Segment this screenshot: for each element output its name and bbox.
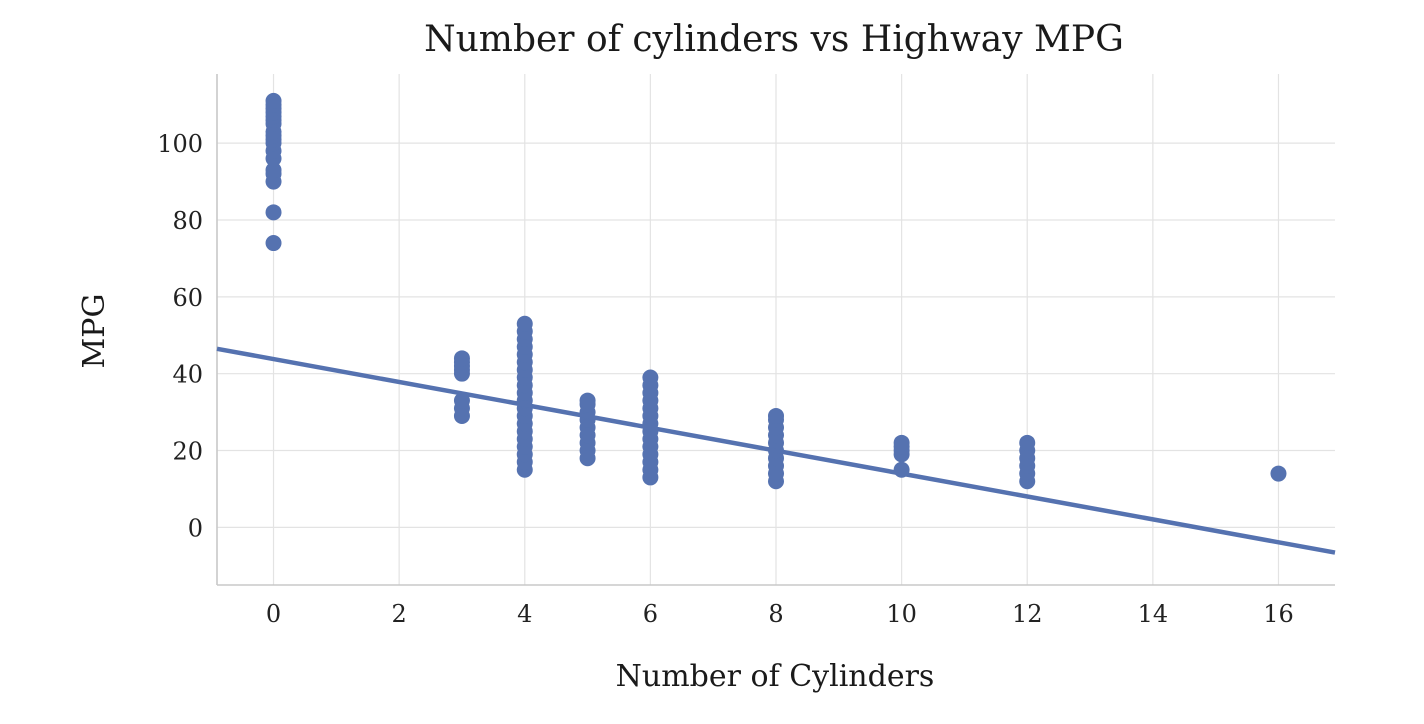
x-tick-label: 16 (1263, 600, 1294, 628)
x-tick-label: 6 (643, 600, 658, 628)
data-point (265, 204, 282, 221)
x-tick-label: 4 (517, 600, 532, 628)
grid-lines (217, 74, 1335, 585)
data-point (453, 392, 470, 409)
x-tick-label: 12 (1012, 600, 1043, 628)
data-point (265, 235, 282, 252)
x-tick-label: 2 (392, 600, 407, 628)
data-point (579, 392, 596, 409)
y-tick-labels: 0 20 40 60 80 100 (157, 130, 203, 542)
x-tick-labels: 0 2 4 6 8 10 12 14 16 (266, 600, 1294, 628)
x-tick-label: 8 (768, 600, 783, 628)
y-axis-title: MPG (77, 294, 112, 369)
data-point (265, 92, 282, 109)
data-point (265, 162, 282, 179)
chart-title: Number of cylinders vs Highway MPG (424, 19, 1124, 60)
y-tick-label: 0 (188, 514, 203, 542)
y-tick-label: 80 (172, 207, 203, 235)
y-tick-label: 100 (157, 130, 203, 158)
data-point (516, 315, 533, 332)
x-axis-title: Number of Cylinders (616, 659, 935, 694)
axis-spines (216, 74, 1335, 586)
data-point (1019, 434, 1036, 451)
x-tick-label: 10 (886, 600, 917, 628)
x-tick-label: 0 (266, 600, 281, 628)
regression-line (216, 346, 1336, 555)
regression-line-group (216, 346, 1336, 555)
data-point (642, 369, 659, 386)
data-point (453, 350, 470, 367)
y-tick-label: 20 (172, 438, 203, 466)
data-point (893, 434, 910, 451)
y-tick-label: 60 (172, 284, 203, 312)
x-tick-label: 14 (1138, 600, 1169, 628)
y-tick-label: 40 (172, 361, 203, 389)
data-point (768, 407, 784, 424)
data-point (1270, 465, 1287, 482)
